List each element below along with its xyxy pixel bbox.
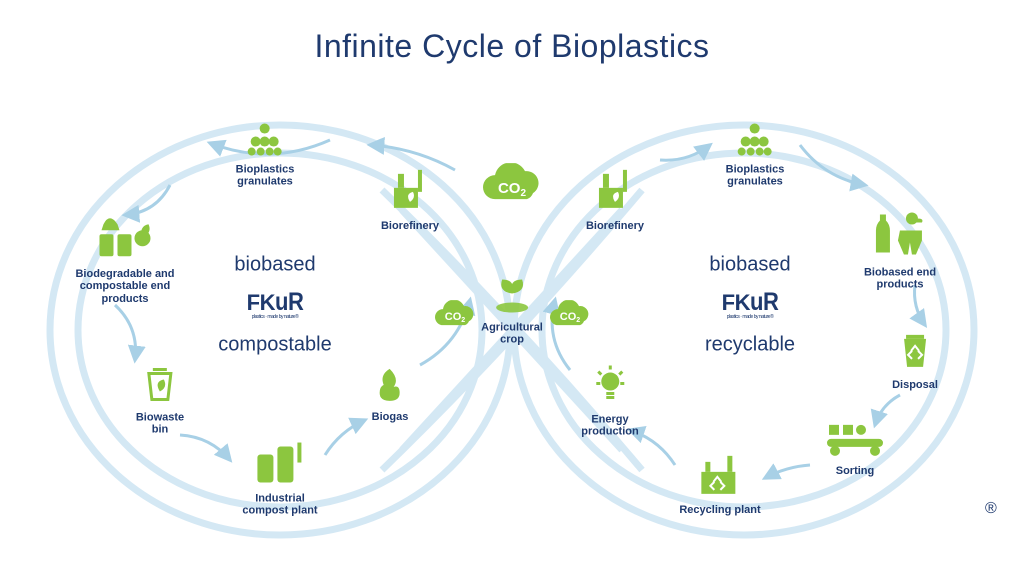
node-biogas: Biogas	[372, 367, 409, 423]
refinery-icon	[381, 168, 439, 216]
bulb-icon	[581, 362, 638, 410]
node-biorefinery_L: Biorefinery	[381, 168, 439, 232]
node-biowaste_bin: Biowaste bin	[136, 364, 184, 437]
node-co2_cloud_main: CO2	[479, 163, 545, 217]
node-label: Energy production	[581, 413, 638, 438]
node-label: Biogas	[372, 411, 409, 424]
node-label: Bioplastics granulates	[236, 163, 295, 188]
node-label: Disposal	[892, 379, 938, 392]
conveyor-icon	[825, 423, 885, 461]
registered-mark: ®	[985, 500, 997, 518]
flame-icon	[372, 367, 409, 407]
bin-recyc-icon	[892, 329, 938, 375]
fkur-logo: FKuRplastics · made by nature®	[247, 290, 304, 320]
granulates-icon	[726, 122, 785, 160]
center-label: recyclable	[705, 334, 795, 357]
node-label: Recycling plant	[679, 504, 760, 517]
node-co2_cloud_left: CO2	[432, 300, 478, 340]
node-recycling_plant: Recycling plant	[679, 454, 760, 516]
co2-cloud-sm-icon: CO2	[432, 300, 478, 336]
node-label: Biowaste bin	[136, 411, 184, 436]
center-label: compostable	[218, 334, 331, 357]
node-bioplastics_granulates_L: Bioplastics granulates	[236, 122, 295, 189]
granulates-icon	[236, 122, 295, 160]
node-biobased_end_products: Biobased end products	[864, 209, 936, 292]
node-label: Industrial compost plant	[242, 492, 317, 517]
node-label: Biobased end products	[864, 266, 936, 291]
node-label: Bioplastics granulates	[726, 163, 785, 188]
node-industrial_compost: Industrial compost plant	[242, 443, 317, 518]
center-label: biobased	[709, 254, 790, 277]
node-bioplastics_granulates_R: Bioplastics granulates	[726, 122, 785, 189]
plant-silos-icon	[242, 443, 317, 489]
node-label: Biodegradable and compostable end produc…	[75, 268, 174, 306]
bin-leaf-icon	[136, 364, 184, 408]
co2-cloud-sm-icon: CO2	[547, 300, 593, 336]
fkur-logo: FKuRplastics · made by nature®	[722, 290, 779, 320]
node-label: Biorefinery	[381, 220, 439, 233]
sprout-icon	[481, 274, 543, 318]
node-label: Biorefinery	[586, 220, 644, 233]
bioproducts-icon	[75, 214, 174, 264]
factory-recyc-icon	[679, 454, 760, 500]
node-label: Sorting	[825, 465, 885, 478]
node-co2_cloud_right: CO2	[547, 300, 593, 340]
center-label: biobased	[234, 254, 315, 277]
co2-cloud-big-icon: CO2	[479, 163, 545, 213]
node-biodeg_end_products: Biodegradable and compostable end produc…	[75, 214, 174, 306]
node-disposal: Disposal	[892, 329, 938, 391]
refinery-icon	[586, 168, 644, 216]
node-label: Agricultural crop	[481, 321, 543, 346]
node-agri_crop: Agricultural crop	[481, 274, 543, 347]
node-sorting: Sorting	[825, 423, 885, 477]
node-biorefinery_R: Biorefinery	[586, 168, 644, 232]
node-energy_production: Energy production	[581, 362, 638, 439]
bottle-pants-duck-icon	[864, 209, 936, 263]
